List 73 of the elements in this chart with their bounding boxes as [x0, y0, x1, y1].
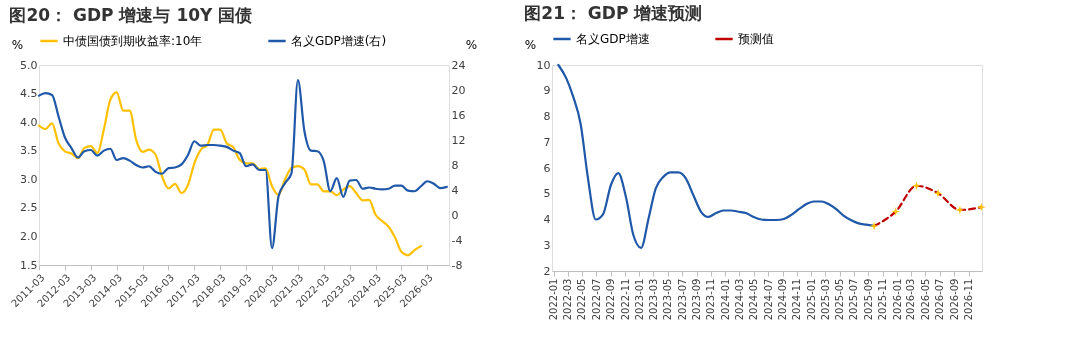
x-tick-label: 2025-01: [805, 278, 817, 321]
x-tick-label: 2023-07: [676, 278, 688, 321]
x-tick-label: 2024-11: [791, 278, 803, 321]
y2-tick-label: 24: [451, 58, 466, 72]
y-tick-label: 9: [543, 84, 551, 98]
y-tick-label: 2.5: [20, 201, 38, 215]
y-tick-label: 5: [543, 187, 551, 201]
y-tick-label: 6: [543, 161, 551, 175]
point: [977, 202, 986, 212]
x-tick-label: 2025-11: [877, 278, 889, 321]
legend-label: 预测值: [738, 32, 774, 46]
x-tick-label: 2023-01: [633, 278, 645, 321]
y2-tick-label: -4: [451, 233, 463, 247]
y2-tick-label: 0: [451, 208, 459, 222]
point: [869, 221, 879, 231]
x-tick-label: 2025-09: [862, 278, 874, 321]
x-tick-label: 2022-09: [605, 278, 617, 321]
x-tick-label: 2024-03: [733, 278, 745, 321]
x-tick-label: 2022-11: [619, 278, 631, 321]
x-tick-label: 2023-05: [662, 278, 674, 321]
x-tick-label: 2026-09: [948, 278, 960, 321]
y2-tick-label: 20: [451, 83, 466, 97]
y2-axis-title: %: [465, 37, 478, 52]
legend-label: 名义GDP增速(右): [291, 34, 387, 48]
y-tick-label: 4.0: [20, 115, 38, 129]
y2-tick-label: 12: [451, 133, 466, 147]
x-tick-label: 2023-11: [705, 278, 717, 321]
chart-title: 图21： GDP 增速预测: [524, 3, 703, 23]
y-tick-label: 3: [543, 238, 551, 252]
y-axis-title: %: [11, 37, 24, 52]
y2-tick-label: 8: [451, 158, 459, 172]
x-tick-label: 2022-01: [548, 278, 560, 321]
y-tick-label: 2.0: [20, 229, 38, 243]
point: [891, 207, 900, 216]
y2-tick-label: -8: [451, 258, 463, 272]
y2-tick-label: 16: [451, 108, 466, 122]
x-tick-label: 2025-05: [834, 278, 846, 321]
chart-title: 图20： GDP 增速与 10Y 国债: [9, 5, 253, 25]
y-tick-label: 4: [543, 213, 551, 226]
x-tick-label: 2022-07: [590, 278, 602, 321]
x-tick-label: 2026-07: [934, 278, 946, 321]
point: [933, 189, 943, 198]
point: [955, 205, 965, 215]
y-tick-label: 3.0: [20, 172, 38, 186]
x-tick-label: 2024-07: [762, 278, 774, 321]
y2-tick-label: 4: [451, 183, 459, 197]
point: [912, 181, 921, 190]
legend-label: 中债国债到期收益率:10年: [63, 34, 203, 48]
x-tick-label: 2026-05: [919, 278, 931, 321]
x-tick-label: 2023-09: [691, 278, 703, 321]
line-series: [37, 78, 448, 250]
y-tick-label: 7: [543, 135, 551, 149]
x-tick-label: 2025-03: [819, 278, 831, 321]
legend-label: 名义GDP增速: [576, 32, 650, 46]
y-tick-label: 1.5: [20, 258, 38, 272]
y-tick-label: 4.5: [20, 87, 38, 101]
x-tick-label: 2026-01: [891, 278, 903, 321]
y-tick-label: 3.5: [20, 144, 38, 158]
x-tick-label: 2024-01: [719, 278, 731, 321]
line-series: [37, 91, 423, 257]
x-tick-label: 2022-03: [562, 278, 574, 321]
x-tick-label: 2023-03: [647, 278, 659, 321]
x-tick-label: 2025-07: [848, 278, 860, 321]
x-tick-label: 2024-09: [777, 278, 789, 321]
x-tick-label: 2026-11: [963, 278, 975, 321]
x-tick-label: 2022-05: [576, 278, 588, 321]
x-tick-label: 2024-05: [748, 278, 760, 321]
y-axis-title: %: [524, 37, 537, 52]
x-tick-label: 2026-03: [905, 278, 917, 321]
y-tick-label: 2: [543, 264, 551, 278]
y-tick-label: 5.0: [20, 58, 38, 72]
y-tick-label: 10: [536, 58, 551, 72]
y-tick-label: 8: [543, 110, 551, 123]
